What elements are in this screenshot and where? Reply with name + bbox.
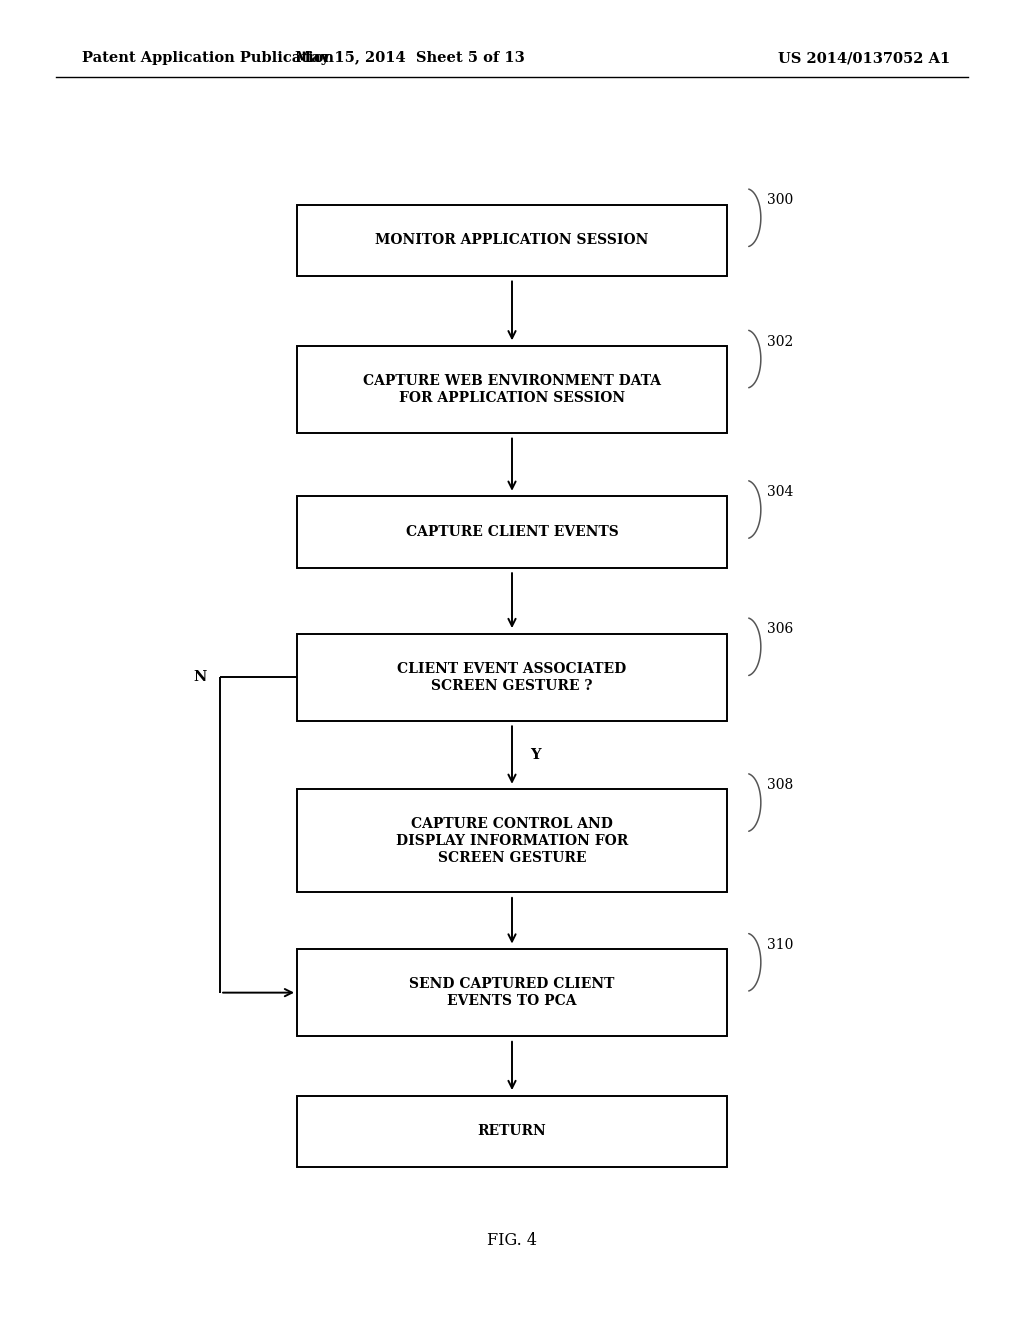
Text: 310: 310 (767, 937, 793, 952)
Text: CAPTURE CLIENT EVENTS: CAPTURE CLIENT EVENTS (406, 525, 618, 539)
Text: 306: 306 (767, 622, 793, 636)
Text: Patent Application Publication: Patent Application Publication (82, 51, 334, 65)
Text: 300: 300 (767, 193, 793, 207)
Text: CAPTURE CONTROL AND
DISPLAY INFORMATION FOR
SCREEN GESTURE: CAPTURE CONTROL AND DISPLAY INFORMATION … (396, 817, 628, 865)
Bar (297, 634, 727, 721)
Text: CLIENT EVENT ASSOCIATED
SCREEN GESTURE ?: CLIENT EVENT ASSOCIATED SCREEN GESTURE ? (397, 661, 627, 693)
Text: 308: 308 (767, 777, 793, 792)
Text: Y: Y (530, 748, 541, 762)
Bar (297, 496, 727, 568)
Bar (297, 789, 727, 892)
Bar (297, 1096, 727, 1167)
Bar (297, 949, 727, 1036)
Text: CAPTURE WEB ENVIRONMENT DATA
FOR APPLICATION SESSION: CAPTURE WEB ENVIRONMENT DATA FOR APPLICA… (362, 374, 662, 405)
Text: 304: 304 (767, 484, 793, 499)
Bar (297, 205, 727, 276)
Text: N: N (193, 671, 207, 684)
Text: MONITOR APPLICATION SESSION: MONITOR APPLICATION SESSION (376, 234, 648, 247)
Text: US 2014/0137052 A1: US 2014/0137052 A1 (778, 51, 950, 65)
Text: SEND CAPTURED CLIENT
EVENTS TO PCA: SEND CAPTURED CLIENT EVENTS TO PCA (410, 977, 614, 1008)
Text: 302: 302 (767, 334, 793, 348)
Text: RETURN: RETURN (477, 1125, 547, 1138)
Text: May 15, 2014  Sheet 5 of 13: May 15, 2014 Sheet 5 of 13 (295, 51, 524, 65)
Bar (297, 346, 727, 433)
Text: FIG. 4: FIG. 4 (487, 1233, 537, 1249)
